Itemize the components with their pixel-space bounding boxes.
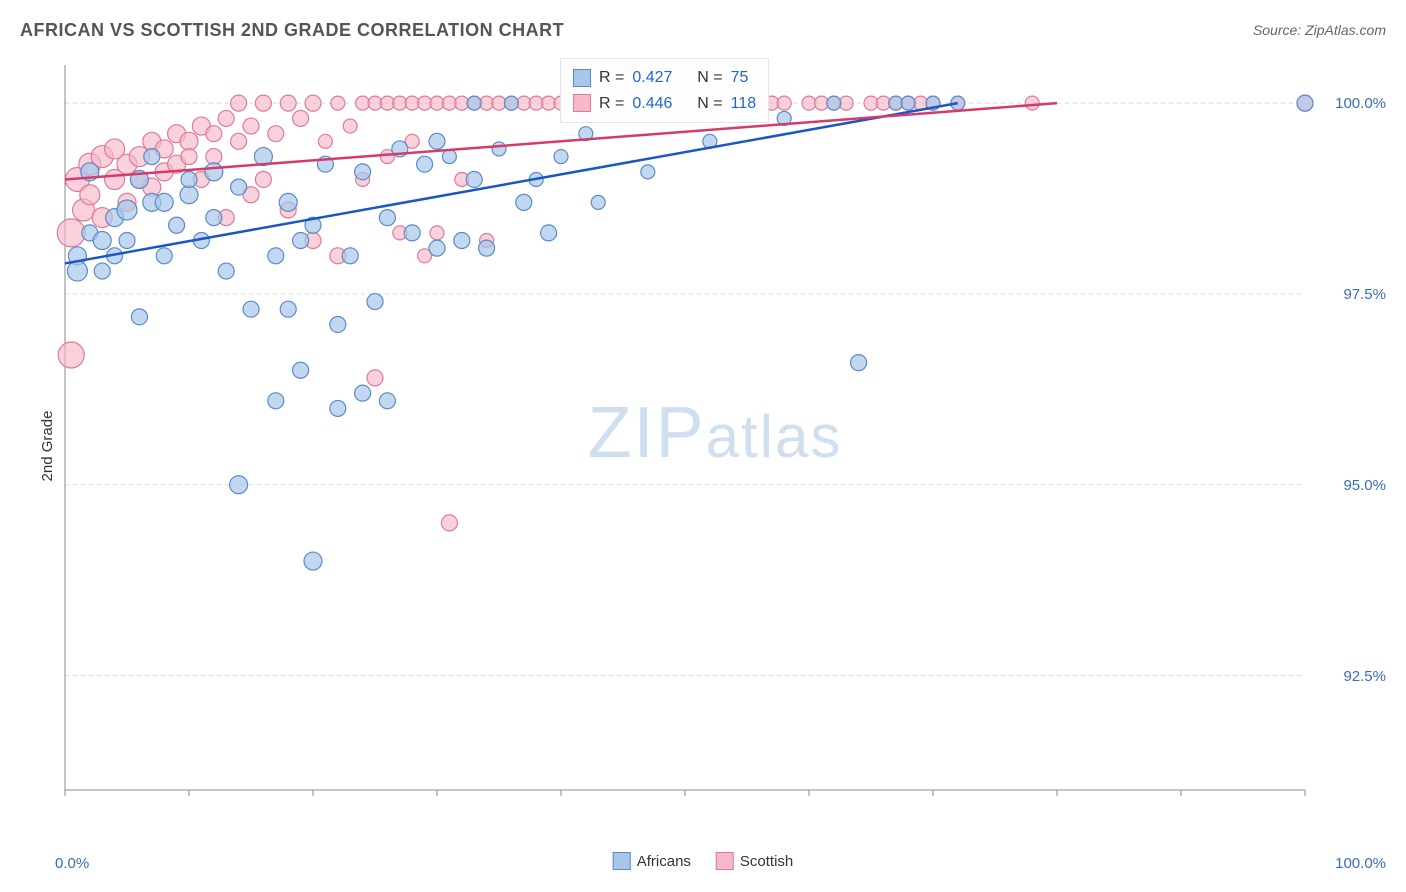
y-tick-label: 100.0% xyxy=(1335,95,1386,112)
stats-box: R = 0.427 N = 75 R = 0.446 N = 118 xyxy=(560,58,769,123)
stats-row-africans: R = 0.427 N = 75 xyxy=(573,65,756,91)
stats-r-label: R = xyxy=(599,91,624,117)
plot-svg xyxy=(55,55,1375,810)
stats-r-label: R = xyxy=(599,65,624,91)
stats-n-label: N = xyxy=(697,91,722,117)
legend-swatch-scottish xyxy=(716,852,734,870)
legend-label-africans: Africans xyxy=(637,853,691,870)
bottom-legend: Africans Scottish xyxy=(613,852,794,870)
chart-title: AFRICAN VS SCOTTISH 2ND GRADE CORRELATIO… xyxy=(20,20,564,41)
x-tick-max: 100.0% xyxy=(1335,855,1386,872)
stats-n-label: N = xyxy=(697,65,722,91)
legend-item-africans: Africans xyxy=(613,852,691,870)
legend-swatch-africans xyxy=(613,852,631,870)
y-tick-label: 97.5% xyxy=(1343,286,1386,303)
legend-item-scottish: Scottish xyxy=(716,852,793,870)
y-axis-label: 2nd Grade xyxy=(39,411,56,482)
x-tick-min: 0.0% xyxy=(55,855,89,872)
plot-area: ZIPatlas xyxy=(55,55,1375,810)
source-label: Source: ZipAtlas.com xyxy=(1253,22,1386,38)
stats-swatch-scottish xyxy=(573,94,591,112)
y-tick-label: 95.0% xyxy=(1343,477,1386,494)
y-tick-label: 92.5% xyxy=(1343,668,1386,685)
chart-container: AFRICAN VS SCOTTISH 2ND GRADE CORRELATIO… xyxy=(0,0,1406,892)
stats-n-value-africans: 75 xyxy=(731,65,749,91)
legend-label-scottish: Scottish xyxy=(740,853,793,870)
stats-r-value-scottish: 0.446 xyxy=(632,91,672,117)
stats-r-value-africans: 0.427 xyxy=(632,65,672,91)
stats-n-value-scottish: 118 xyxy=(731,91,757,117)
stats-swatch-africans xyxy=(573,69,591,87)
stats-row-scottish: R = 0.446 N = 118 xyxy=(573,91,756,117)
